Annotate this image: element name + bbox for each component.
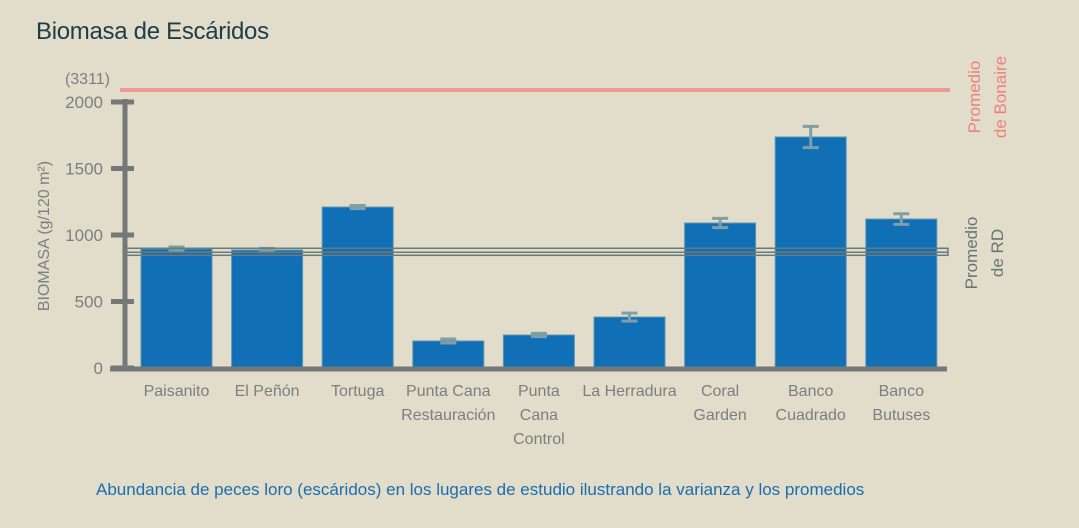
bar <box>593 316 666 369</box>
bar <box>321 206 394 369</box>
rd-average-label: Promedio <box>962 217 981 290</box>
x-tick-label: Butuses <box>872 407 930 424</box>
bonaire-average-label: de Bonaire <box>991 56 1010 138</box>
rd-average-label: de RD <box>988 229 1007 277</box>
x-tick-label: Cuadrado <box>776 407 846 424</box>
y-tick-label: 500 <box>75 293 103 312</box>
bonaire-average-label: Promedio <box>965 61 984 134</box>
y-tick-label: 2000 <box>65 93 103 112</box>
x-tick-label: Punta <box>518 383 560 400</box>
bar <box>684 222 757 369</box>
x-tick-label: Restauración <box>401 407 495 424</box>
y-tick-label: 1000 <box>65 226 103 245</box>
y-tick-label: 1500 <box>65 160 103 179</box>
x-tick-label: Punta Cana <box>406 383 491 400</box>
bar <box>412 340 485 369</box>
x-tick-label: El Peñón <box>235 383 300 400</box>
x-tick-label: Paisanito <box>144 383 210 400</box>
chart-caption: Abundancia de peces loro (escáridos) en … <box>96 480 865 499</box>
bar <box>140 248 213 369</box>
chart-title: Biomasa de Escáridos <box>36 18 269 45</box>
x-tick-label: Garden <box>693 407 746 424</box>
y-axis-label: BIOMASA (g/120 m²) <box>36 161 53 311</box>
bar <box>502 334 575 369</box>
y-tick-label: 0 <box>94 359 103 378</box>
x-tick-label: Banco <box>879 383 924 400</box>
bar <box>865 218 938 369</box>
x-tick-label: Coral <box>701 383 739 400</box>
x-tick-label: Tortuga <box>331 383 384 400</box>
bonaire-value-label: (3311) <box>65 71 110 88</box>
x-tick-label: Banco <box>788 383 833 400</box>
x-tick-label: Control <box>513 431 565 448</box>
bar <box>231 249 304 369</box>
x-tick-label: Cana <box>520 407 558 424</box>
x-tick-label: La Herradura <box>582 383 676 400</box>
